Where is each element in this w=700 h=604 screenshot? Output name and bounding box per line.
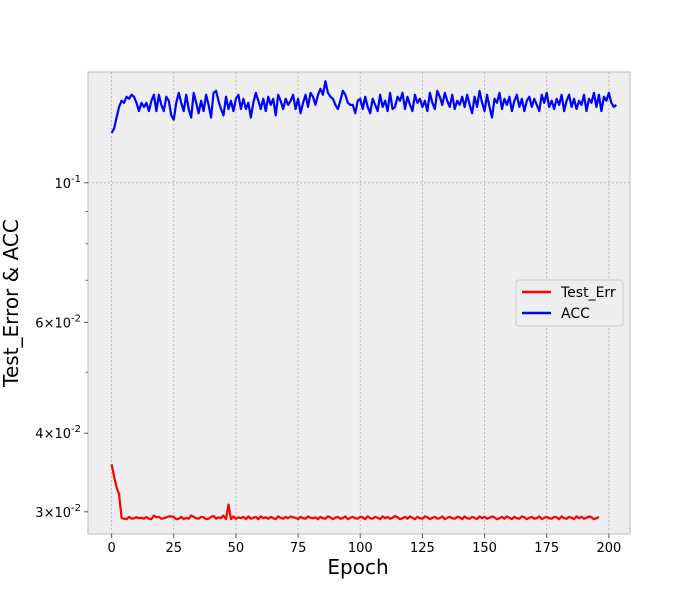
series-line-test-err — [110, 464, 600, 521]
y-tick-label: 4×10-2 — [35, 424, 81, 442]
series-layer — [110, 80, 618, 521]
x-tick-label: 175 — [534, 541, 559, 556]
x-tick-label: 50 — [228, 541, 245, 556]
y-axis-label: Test_Error & ACC — [0, 219, 23, 388]
x-tick-label: 100 — [348, 541, 373, 556]
legend-label-acc: ACC — [561, 306, 590, 322]
axis-ticks: 0 25 50 75 100 125 150 175 200 10-1 6×10-2 4×10-2 3×… — [35, 174, 621, 556]
y-tick-label: 3×10-2 — [35, 503, 81, 521]
y-tick-label: 6×10-2 — [35, 313, 81, 331]
y-tick-label: 10-1 — [54, 174, 81, 192]
x-axis-label: Epoch — [327, 555, 388, 579]
x-tick-label: 0 — [107, 541, 115, 556]
legend: Test_Err ACC — [515, 279, 624, 327]
x-tick-label: 150 — [472, 541, 497, 556]
x-tick-label: 125 — [410, 541, 435, 556]
x-tick-label: 200 — [596, 541, 621, 556]
grid — [88, 72, 630, 534]
x-tick-label: 25 — [166, 541, 183, 556]
x-tick-label: 75 — [290, 541, 307, 556]
series-line-acc — [110, 80, 618, 134]
legend-label-test-err: Test_Err — [560, 285, 616, 301]
